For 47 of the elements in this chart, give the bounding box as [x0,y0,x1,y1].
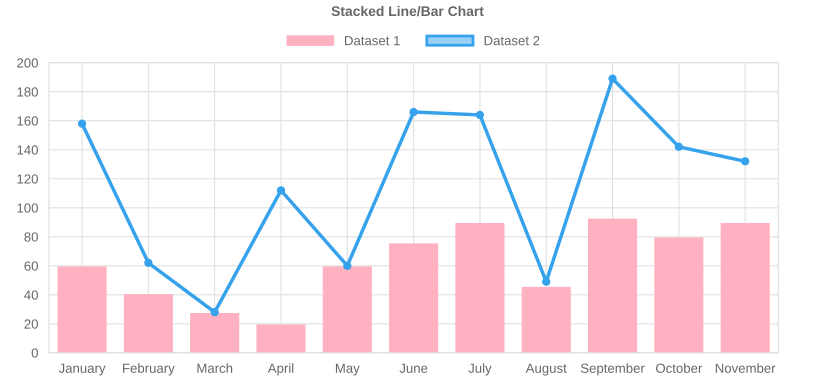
y-tick-label: 20 [24,319,38,329]
x-tick-label: May [336,364,360,376]
bar [190,312,240,353]
x-tick-label: September [580,363,645,376]
bar [522,286,571,353]
bar [256,324,306,353]
y-tick-label: 120 [17,174,38,184]
bar [455,223,504,353]
point [674,142,684,152]
y-tick-label: 0 [32,348,38,358]
point [741,157,750,166]
legend-label: Dataset 1 [345,36,400,46]
bar [124,294,173,353]
point [409,108,418,116]
point [144,258,153,268]
y-tick-label: 160 [17,116,38,126]
y-tick-label: 180 [17,87,38,97]
x-tick-label: June [400,364,428,373]
bar [57,266,107,353]
point [542,278,550,286]
bar [588,218,638,353]
point [78,119,86,128]
point [343,262,352,270]
point [276,186,286,195]
y-tick-label: 140 [17,145,38,155]
bar [322,266,372,353]
point [476,110,484,120]
y-tick-label: 60 [24,261,38,271]
bar [389,243,438,353]
x-tick-label: February [123,363,175,376]
legend-label: Dataset 2 [484,36,540,46]
y-tick-label: 100 [17,203,38,213]
y-tick-label: 40 [24,290,38,300]
x-tick-label: August [526,364,567,376]
bar [720,223,770,353]
x-tick-label: November [716,363,776,373]
bar [654,238,704,353]
x-tick-label: March [197,363,232,373]
chart-title: Stacked Line/Bar Chart [331,6,484,16]
point [608,74,617,83]
x-tick-label: October [656,363,702,373]
y-tick-label: 200 [17,58,38,68]
y-tick-label: 80 [24,232,38,242]
x-tick-label: January [58,364,106,376]
x-tick-label: April [268,363,294,376]
point [210,308,219,316]
x-tick-label: July [468,363,492,376]
